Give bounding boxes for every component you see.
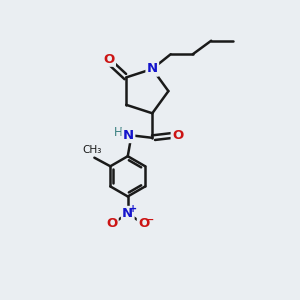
Text: O: O (103, 52, 115, 65)
Text: H: H (114, 126, 123, 139)
Text: O: O (138, 218, 149, 230)
Text: −: − (144, 214, 154, 224)
Text: N: N (147, 62, 158, 75)
Text: O: O (106, 218, 117, 230)
Text: CH₃: CH₃ (82, 145, 102, 155)
Text: +: + (129, 204, 137, 214)
Text: O: O (172, 129, 183, 142)
Text: N: N (123, 129, 134, 142)
Text: N: N (122, 207, 133, 220)
